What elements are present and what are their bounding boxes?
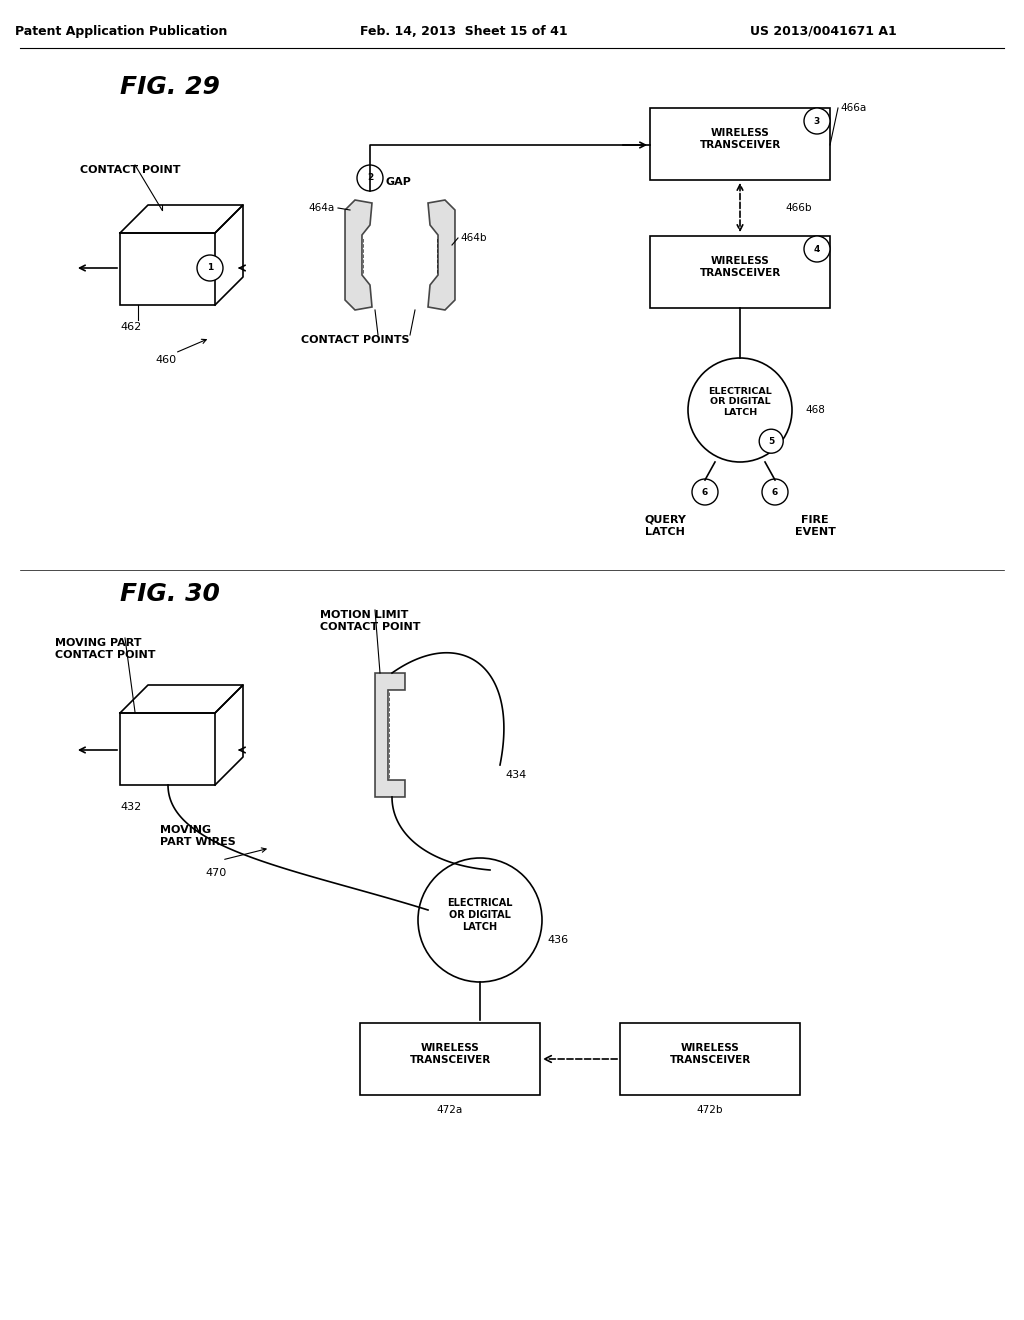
Text: 464b: 464b xyxy=(460,234,486,243)
FancyBboxPatch shape xyxy=(120,713,215,785)
Text: 6: 6 xyxy=(772,487,778,496)
Text: WIRELESS
TRANSCEIVER: WIRELESS TRANSCEIVER xyxy=(699,128,780,149)
Text: CONTACT POINT: CONTACT POINT xyxy=(80,165,180,176)
Text: US 2013/0041671 A1: US 2013/0041671 A1 xyxy=(750,25,897,38)
Text: ELECTRICAL
OR DIGITAL
LATCH: ELECTRICAL OR DIGITAL LATCH xyxy=(709,387,772,417)
Circle shape xyxy=(759,429,783,453)
Text: 466a: 466a xyxy=(840,103,866,114)
Text: 2: 2 xyxy=(367,173,373,182)
Text: 466b: 466b xyxy=(785,203,811,213)
Text: FIRE
EVENT: FIRE EVENT xyxy=(795,515,836,537)
PathPatch shape xyxy=(345,201,372,310)
PathPatch shape xyxy=(428,201,455,310)
Text: 472b: 472b xyxy=(696,1105,723,1115)
Text: 3: 3 xyxy=(814,116,820,125)
Text: QUERY
LATCH: QUERY LATCH xyxy=(644,515,686,537)
Text: 434: 434 xyxy=(505,770,526,780)
Text: MOVING PART
CONTACT POINT: MOVING PART CONTACT POINT xyxy=(55,638,156,660)
Text: 432: 432 xyxy=(120,803,141,812)
Text: 462: 462 xyxy=(120,322,141,333)
Circle shape xyxy=(418,858,542,982)
Text: GAP: GAP xyxy=(385,177,411,187)
Text: Feb. 14, 2013  Sheet 15 of 41: Feb. 14, 2013 Sheet 15 of 41 xyxy=(360,25,567,38)
Circle shape xyxy=(762,479,788,506)
FancyBboxPatch shape xyxy=(650,108,830,180)
Text: FIG. 29: FIG. 29 xyxy=(120,75,220,99)
Text: ELECTRICAL
OR DIGITAL
LATCH: ELECTRICAL OR DIGITAL LATCH xyxy=(447,899,513,932)
Circle shape xyxy=(804,108,830,135)
Circle shape xyxy=(804,236,830,261)
Text: 436: 436 xyxy=(547,935,568,945)
Circle shape xyxy=(688,358,792,462)
Text: CONTACT POINTS: CONTACT POINTS xyxy=(301,335,410,345)
Text: MOTION LIMIT
CONTACT POINT: MOTION LIMIT CONTACT POINT xyxy=(319,610,421,631)
Text: 5: 5 xyxy=(768,437,774,446)
Text: 470: 470 xyxy=(205,869,226,878)
Text: 460: 460 xyxy=(155,355,176,366)
Text: 1: 1 xyxy=(207,264,213,272)
FancyBboxPatch shape xyxy=(650,236,830,308)
Text: 472a: 472a xyxy=(437,1105,463,1115)
FancyBboxPatch shape xyxy=(360,1023,540,1096)
Text: FIG. 30: FIG. 30 xyxy=(120,582,220,606)
FancyBboxPatch shape xyxy=(620,1023,800,1096)
Circle shape xyxy=(692,479,718,506)
Text: 6: 6 xyxy=(701,487,709,496)
PathPatch shape xyxy=(375,673,406,797)
Text: WIRELESS
TRANSCEIVER: WIRELESS TRANSCEIVER xyxy=(670,1043,751,1065)
Text: Patent Application Publication: Patent Application Publication xyxy=(15,25,227,38)
Text: 4: 4 xyxy=(814,244,820,253)
Text: WIRELESS
TRANSCEIVER: WIRELESS TRANSCEIVER xyxy=(699,256,780,277)
Text: 468: 468 xyxy=(805,405,825,414)
Text: 464a: 464a xyxy=(309,203,335,213)
Circle shape xyxy=(197,255,223,281)
FancyBboxPatch shape xyxy=(120,234,215,305)
Text: WIRELESS
TRANSCEIVER: WIRELESS TRANSCEIVER xyxy=(410,1043,490,1065)
Text: MOVING
PART WIRES: MOVING PART WIRES xyxy=(160,825,236,846)
Circle shape xyxy=(357,165,383,191)
